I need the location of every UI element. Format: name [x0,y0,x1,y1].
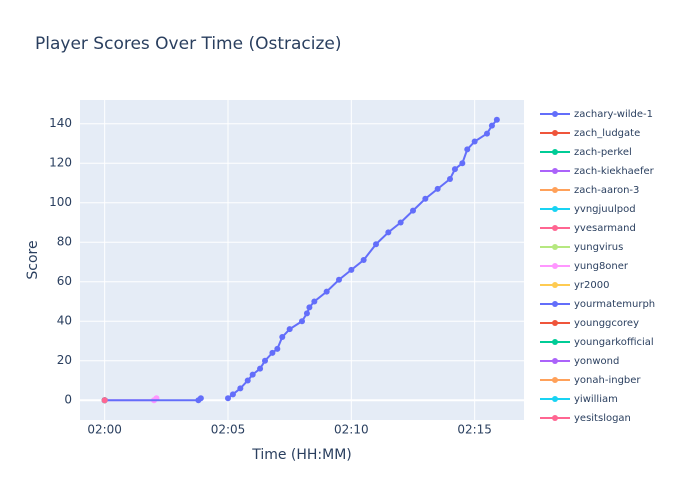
legend-label: yvngjuulpod [574,204,636,215]
data-point [269,349,276,356]
x-tick-label: 02:00 [87,423,122,437]
data-point [323,288,330,295]
y-tick-label: 140 [49,116,72,130]
legend-label: zach-kiekhaefer [574,166,655,177]
legend-marker [552,301,558,307]
legend-marker [552,168,558,174]
y-axis-title: Score [25,240,41,279]
legend-marker [552,244,558,250]
legend-label: yonah-ingber [574,375,641,386]
legend-marker [552,282,558,288]
data-point [197,395,204,402]
data-point [484,130,490,137]
data-point [493,116,500,123]
data-point [257,365,264,372]
data-point [101,397,108,404]
data-point [451,166,458,173]
y-tick-label: 0 [64,393,72,407]
data-point [360,257,367,263]
legend-marker [552,187,558,193]
plot-area [80,100,524,420]
x-axis-title: Time (HH:MM) [251,447,352,463]
legend-label: zach_ludgate [574,128,640,139]
data-point [459,160,466,167]
y-tick-label: 20 [57,353,72,367]
y-tick-label: 80 [57,235,72,249]
legend-label: yourmatemurph [574,299,655,310]
legend-label: yr2000 [574,280,609,291]
data-point [274,345,281,352]
x-tick-label: 02:05 [211,423,246,437]
data-point [385,229,392,236]
legend-marker [552,339,558,345]
data-point [229,391,236,398]
legend-marker [552,111,558,117]
chart-title: Player Scores Over Time (Ostracize) [35,34,342,54]
legend-marker [552,149,558,155]
data-point [249,371,256,378]
data-point [306,304,313,311]
data-point [397,219,404,226]
legend-marker [552,206,558,212]
legend-label: youngarkofficial [574,337,654,348]
data-point [303,310,310,317]
data-point [299,318,305,325]
data-point [279,334,286,341]
legend-label: yungvirus [574,242,623,253]
data-point [373,241,379,248]
legend-marker [552,320,558,326]
legend-marker [552,358,558,364]
legend-marker [552,130,558,136]
data-point [311,298,318,305]
data-point [225,395,231,402]
data-point [464,146,471,153]
data-point [348,266,355,273]
legend-label: yiwilliam [574,394,618,405]
legend-marker [552,415,558,421]
data-point [422,195,429,202]
data-point [286,326,293,333]
data-point [488,122,495,129]
data-point [447,176,453,183]
data-point [434,185,441,192]
legend-marker [552,377,558,383]
x-tick-label: 02:15 [457,423,492,437]
y-tick-label: 120 [49,156,72,170]
data-point [471,138,478,145]
legend-label: zachary-wilde-1 [574,109,653,120]
legend-label: yvesarmand [574,223,636,234]
y-tick-label: 40 [57,314,72,328]
legend-label: yesitslogan [574,413,631,424]
legend-marker [552,225,558,231]
legend-label: zach-perkel [574,147,632,158]
data-point [336,276,342,283]
legend-marker [552,263,558,269]
data-point [237,385,244,392]
data-point [244,377,251,384]
legend-label: younggcorey [574,318,639,329]
y-tick-label: 100 [49,195,72,209]
legend-label: yonwond [574,356,619,367]
data-point [410,207,416,214]
x-tick-label: 02:10 [334,423,369,437]
y-tick-label: 60 [57,274,72,288]
legend-marker [552,396,558,402]
legend-label: zach-aaron-3 [574,185,639,196]
legend-label: yung8oner [574,261,629,272]
data-point [262,357,268,364]
